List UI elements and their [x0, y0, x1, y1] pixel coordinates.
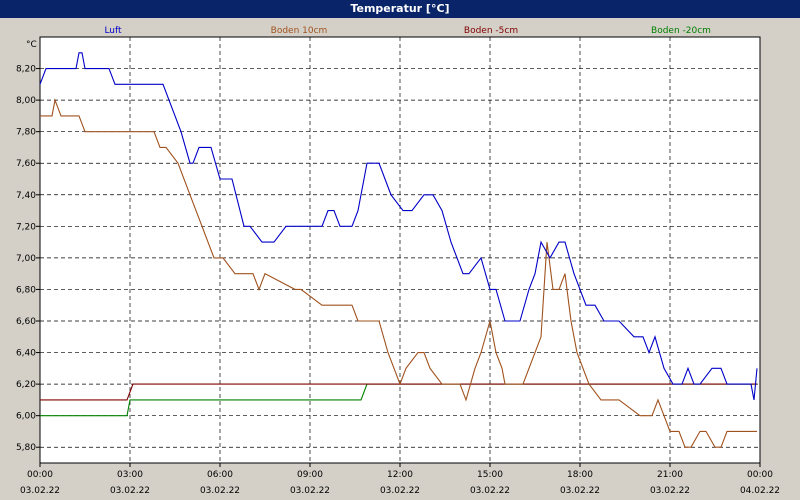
- y-unit-label: °C: [26, 40, 37, 50]
- x-tick-date: 03.02.22: [20, 486, 60, 496]
- series-line-boden-10cm: [40, 98, 757, 448]
- chart-title: Temperatur [°C]: [0, 0, 800, 18]
- x-tick-time: 03:00: [117, 470, 143, 480]
- x-tick-time: 06:00: [207, 470, 233, 480]
- y-tick-label: 7,20: [16, 222, 36, 232]
- y-tick-label: 6,80: [16, 285, 36, 295]
- x-tick-time: 00:00: [747, 470, 773, 480]
- x-tick-time: 15:00: [477, 470, 503, 480]
- y-tick-label: 7,40: [16, 191, 36, 201]
- x-tick-date: 03.02.22: [290, 486, 330, 496]
- x-tick-time: 00:00: [27, 470, 53, 480]
- x-tick-date: 03.02.22: [110, 486, 150, 496]
- x-tick-date: 04.02.22: [740, 486, 780, 496]
- legend-boden-10cm: Boden 10cm: [271, 26, 328, 36]
- y-tick-label: 7,00: [16, 254, 36, 264]
- y-tick-label: 8,20: [16, 65, 36, 75]
- x-tick-time: 09:00: [297, 470, 323, 480]
- legend-luft: Luft: [104, 26, 122, 36]
- x-tick-time: 21:00: [657, 470, 683, 480]
- x-tick-date: 03.02.22: [200, 486, 240, 496]
- x-tick-date: 03.02.22: [560, 486, 600, 496]
- y-tick-label: 5,80: [16, 443, 36, 453]
- x-tick-date: 03.02.22: [380, 486, 420, 496]
- legend-boden-20cm: Boden -20cm: [651, 26, 711, 36]
- series-line-luft: [39, 52, 758, 401]
- y-tick-label: 8,00: [16, 96, 36, 106]
- x-tick-time: 18:00: [567, 470, 593, 480]
- y-tick-label: 6,40: [16, 349, 36, 359]
- y-tick-label: 6,60: [16, 317, 36, 327]
- y-tick-label: 7,60: [16, 159, 36, 169]
- y-tick-label: 6,20: [16, 380, 36, 390]
- x-tick-date: 03.02.22: [470, 486, 510, 496]
- x-tick-date: 03.02.22: [650, 486, 690, 496]
- y-tick-label: 6,00: [16, 412, 36, 422]
- y-tick-label: 7,80: [16, 128, 36, 138]
- x-tick-time: 12:00: [387, 470, 413, 480]
- legend-boden-5cm: Boden -5cm: [464, 26, 518, 36]
